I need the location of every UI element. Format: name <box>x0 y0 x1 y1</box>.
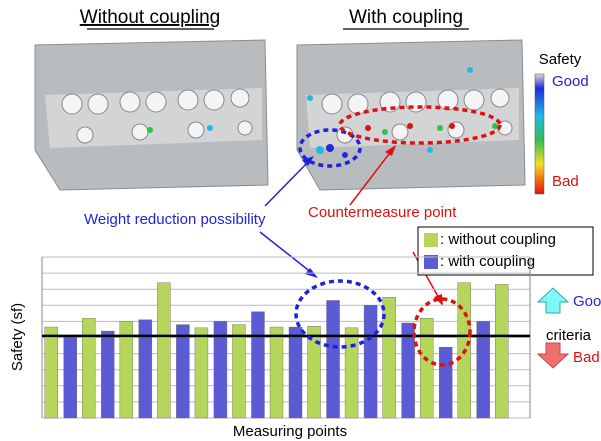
colorbar-top-label: Good <box>552 73 589 90</box>
bar <box>45 327 58 418</box>
colorbar <box>535 74 544 194</box>
bad-arrow <box>538 343 568 368</box>
bar <box>420 318 433 418</box>
colorbar-title: Safety <box>539 51 582 68</box>
bar <box>139 320 152 418</box>
colorbar-bottom-label: Bad <box>552 173 579 190</box>
bar <box>439 347 452 418</box>
bar <box>64 336 77 418</box>
bar <box>270 327 283 418</box>
legend-swatch <box>424 233 438 247</box>
zone-label: Good <box>573 293 601 310</box>
zone-label: Bad <box>573 349 600 366</box>
bar <box>308 326 321 418</box>
y-axis-label: Safety (sf) <box>9 303 26 371</box>
annotation: Weight reduction possibility <box>84 211 266 228</box>
figure: Without coupling With coupling Safety Go… <box>0 0 601 441</box>
bar <box>82 318 95 418</box>
bar <box>195 328 208 418</box>
bar <box>176 325 189 418</box>
good-arrow <box>538 288 568 313</box>
bar <box>157 283 170 418</box>
panel-title: With coupling <box>349 7 463 28</box>
bar <box>251 312 264 418</box>
engine-image-right <box>297 40 525 190</box>
legend-label: : without coupling <box>440 231 556 248</box>
x-axis-label: Measuring points <box>233 423 347 440</box>
bar <box>495 284 508 418</box>
bar <box>101 331 114 418</box>
annotation: Countermeasure point <box>308 204 457 221</box>
bar <box>327 300 340 418</box>
bar <box>364 305 377 418</box>
criteria-label: criteria <box>546 327 592 344</box>
panel-title: Without coupling <box>80 7 220 28</box>
engine-image-left <box>35 40 268 190</box>
bar <box>345 328 358 418</box>
bar <box>232 325 245 418</box>
bar <box>289 327 302 418</box>
legend-label: : with coupling <box>440 253 535 270</box>
